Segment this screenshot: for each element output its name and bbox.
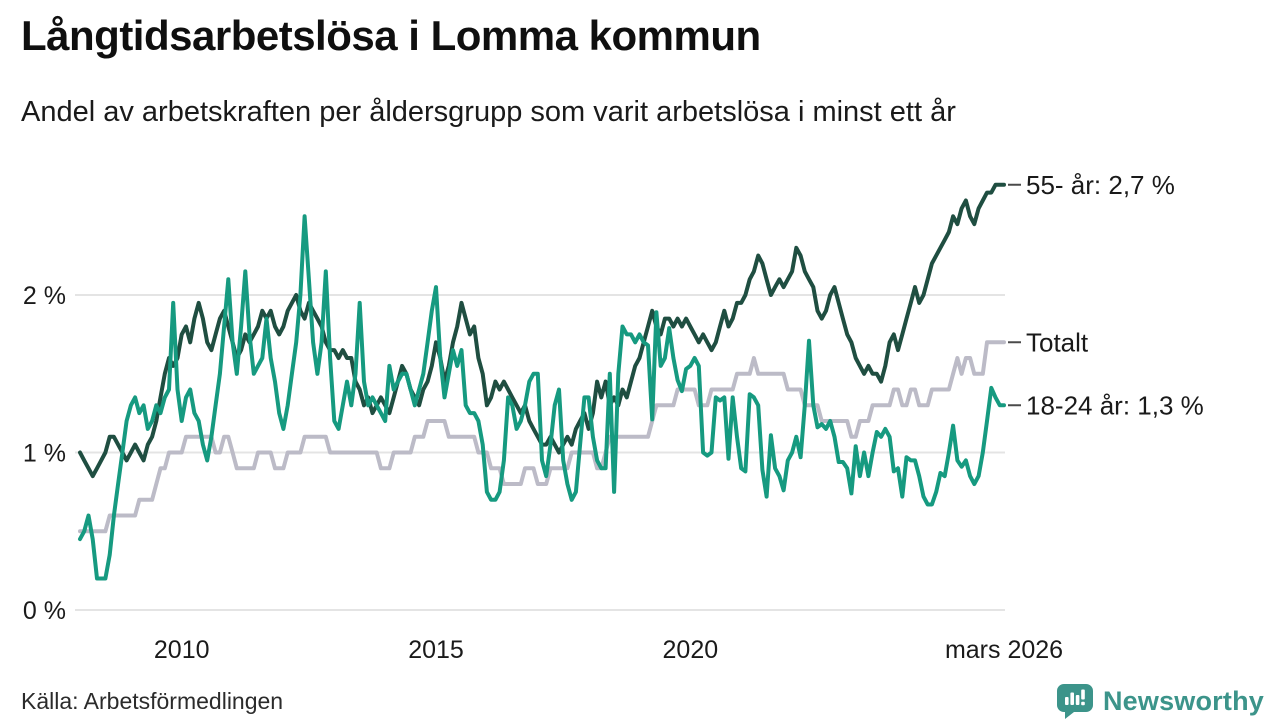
series-line-totalt: [78, 340, 1006, 534]
brand-name: Newsworthy: [1102, 685, 1264, 716]
x-tick-label: 2015: [408, 636, 464, 664]
newsworthy-logo-icon: [1056, 684, 1093, 719]
series-end-label: 18-24 år: 1,3 %: [1026, 390, 1204, 420]
page-subtitle: Andel av arbetskraften per åldersgrupp s…: [21, 96, 956, 128]
source-note: Källa: Arbetsförmedlingen: [21, 688, 284, 714]
x-tick-label: mars 2026: [945, 636, 1063, 664]
page-title: Långtidsarbetslösa i Lomma kommun: [21, 12, 761, 59]
x-tick-label: 2020: [663, 636, 719, 664]
x-tick-label: 2010: [154, 636, 210, 664]
brand-lockup: Newsworthy: [1055, 682, 1264, 720]
series-line-18-24-r: [78, 214, 1006, 581]
y-tick-label: 0 %: [23, 597, 66, 625]
y-tick-label: 2 %: [23, 282, 66, 310]
y-tick-label: 1 %: [23, 440, 66, 468]
series-end-label: 55- år: 2,7 %: [1026, 170, 1175, 200]
series-end-label: Totalt: [1026, 327, 1089, 357]
